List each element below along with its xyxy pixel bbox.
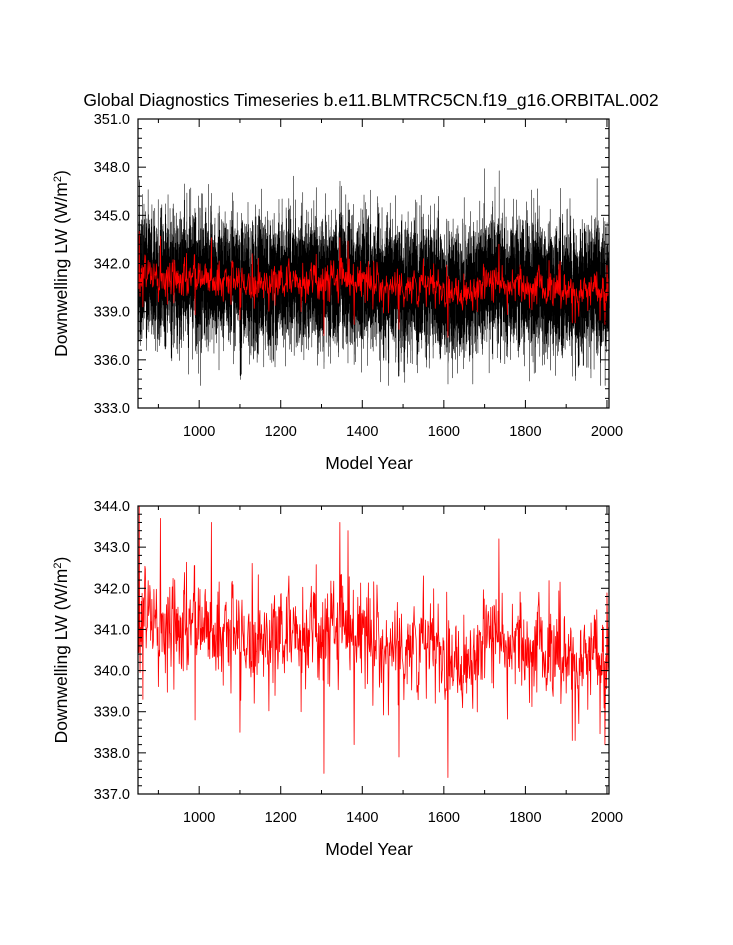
- top-ytick-label: 333.0: [94, 401, 130, 417]
- bottom-xtick-label: 1400: [346, 810, 378, 826]
- bottom-ytick-label: 343.0: [94, 540, 130, 556]
- top-xtick-label: 1800: [509, 424, 541, 440]
- top-ylabel-end: ): [51, 170, 71, 176]
- bottom-ylabel: Downwelling LW (W/m2): [51, 557, 71, 744]
- bottom-xlabel: Model Year: [325, 839, 413, 859]
- top-xtick-label: 1600: [428, 424, 460, 440]
- bottom-ytick-label: 341.0: [94, 622, 130, 638]
- top-xtick-label: 2000: [591, 424, 623, 440]
- bottom-ytick-label: 344.0: [94, 499, 130, 515]
- bottom-xtick-label: 1600: [428, 810, 460, 826]
- bottom-ytick-label: 338.0: [94, 746, 130, 762]
- top-plot-frame: [137, 118, 610, 409]
- top-xlabel: Model Year: [325, 453, 413, 473]
- top-ticks-group: 1000 1200 1400 1600 1800 2000 333.0 336.0 339.0 3…: [94, 112, 623, 440]
- bottom-ytick-label: 339.0: [94, 705, 130, 721]
- top-ytick-label: 336.0: [94, 353, 130, 369]
- bottom-series-group: [137, 505, 610, 778]
- top-ytick-label: 351.0: [94, 112, 130, 128]
- top-ylabel-main: Downwelling LW (W/m: [51, 182, 71, 357]
- bottom-xtick-label: 1000: [183, 810, 215, 826]
- bottom-xtick-label: 2000: [591, 810, 623, 826]
- top-xtick-label: 1400: [346, 424, 378, 440]
- top-xtick-label: 1000: [183, 424, 215, 440]
- bottom-series-annual: [137, 505, 610, 778]
- bottom-ylabel-end: ): [51, 557, 71, 563]
- bottom-xtick-label: 1800: [509, 810, 541, 826]
- bottom-ylabel-sup: 2: [52, 563, 64, 569]
- top-ytick-label: 342.0: [94, 257, 130, 273]
- bottom-ticks-group: 1000 1200 1400 1600 1800 2000 337.0 338.0 339.0 3…: [94, 499, 623, 826]
- bottom-ylabel-main: Downwelling LW (W/m: [51, 569, 71, 744]
- top-series-group: [137, 168, 610, 386]
- bottom-panel: 1000 1200 1400 1600 1800 2000 337.0 338.0 339.0 3…: [51, 499, 623, 859]
- top-series-annual: [137, 230, 610, 338]
- bottom-ytick-label: 342.0: [94, 581, 130, 597]
- bottom-xtick-label: 1200: [265, 810, 297, 826]
- bottom-ytick-label: 340.0: [94, 664, 130, 680]
- top-panel: 1000 1200 1400 1600 1800 2000 333.0 336.0 339.0 3…: [51, 112, 623, 473]
- top-ylabel-sup: 2: [52, 176, 64, 182]
- top-ytick-label: 339.0: [94, 305, 130, 321]
- top-ylabel: Downwelling LW (W/m2): [51, 170, 71, 357]
- top-xtick-label: 1200: [265, 424, 297, 440]
- bottom-plot-frame: [137, 505, 610, 795]
- top-ytick-label: 345.0: [94, 208, 130, 224]
- chart-title: Global Diagnostics Timeseries b.e11.BLMT…: [83, 90, 658, 111]
- bottom-ytick-label: 337.0: [94, 787, 130, 803]
- top-ytick-label: 348.0: [94, 160, 130, 176]
